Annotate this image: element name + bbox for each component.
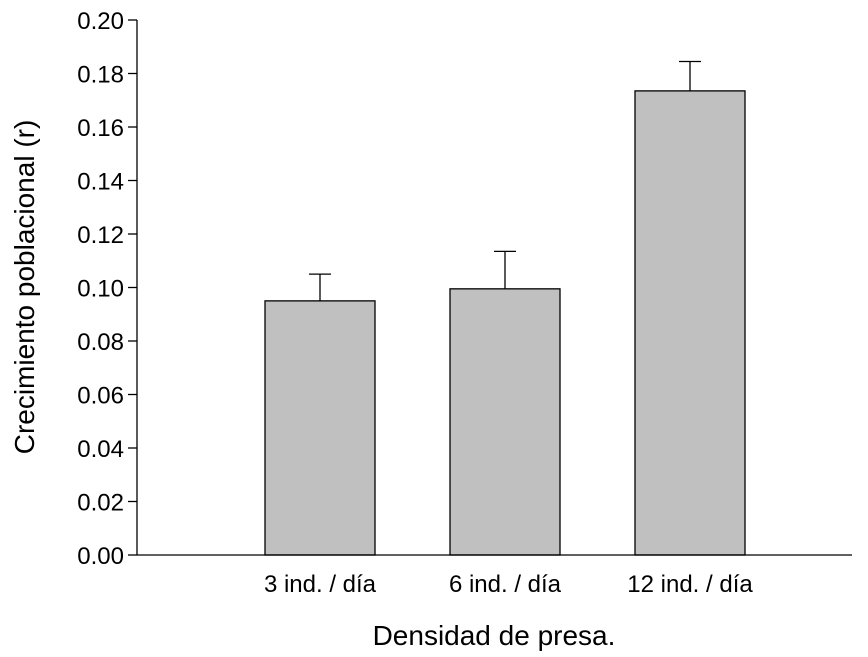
bar [449,288,561,556]
x-tick-label: 12 ind. / día [627,571,753,598]
error-bars [309,60,701,301]
y-tick-label: 0.18 [77,62,124,89]
bar [264,300,376,556]
x-axis-ticks: 3 ind. / día 6 ind. / día 12 ind. / día [264,571,753,598]
y-axis-ticks: 0.00 0.02 0.04 0.06 0.08 0.10 0.12 0.14 0.16 0.18… [77,8,137,570]
y-tick-label: 0.02 [77,490,124,517]
y-tick-label: 0.20 [77,8,124,35]
bar [634,90,746,556]
bars [264,90,746,556]
y-axis-label: Crecimiento poblacional (r) [9,120,40,455]
y-tick-label: 0.06 [77,383,124,410]
y-tick-label: 0.04 [77,436,124,463]
y-tick-label: 0.08 [77,329,124,356]
y-tick-label: 0.00 [77,543,124,570]
x-tick-label: 3 ind. / día [264,571,377,598]
y-tick-label: 0.12 [77,222,124,249]
y-tick-label: 0.10 [77,276,124,303]
x-tick-label: 6 ind. / día [449,571,562,598]
x-axis-label: Densidad de presa. [373,620,616,651]
y-tick-label: 0.14 [77,169,124,196]
y-tick-label: 0.16 [77,115,124,142]
